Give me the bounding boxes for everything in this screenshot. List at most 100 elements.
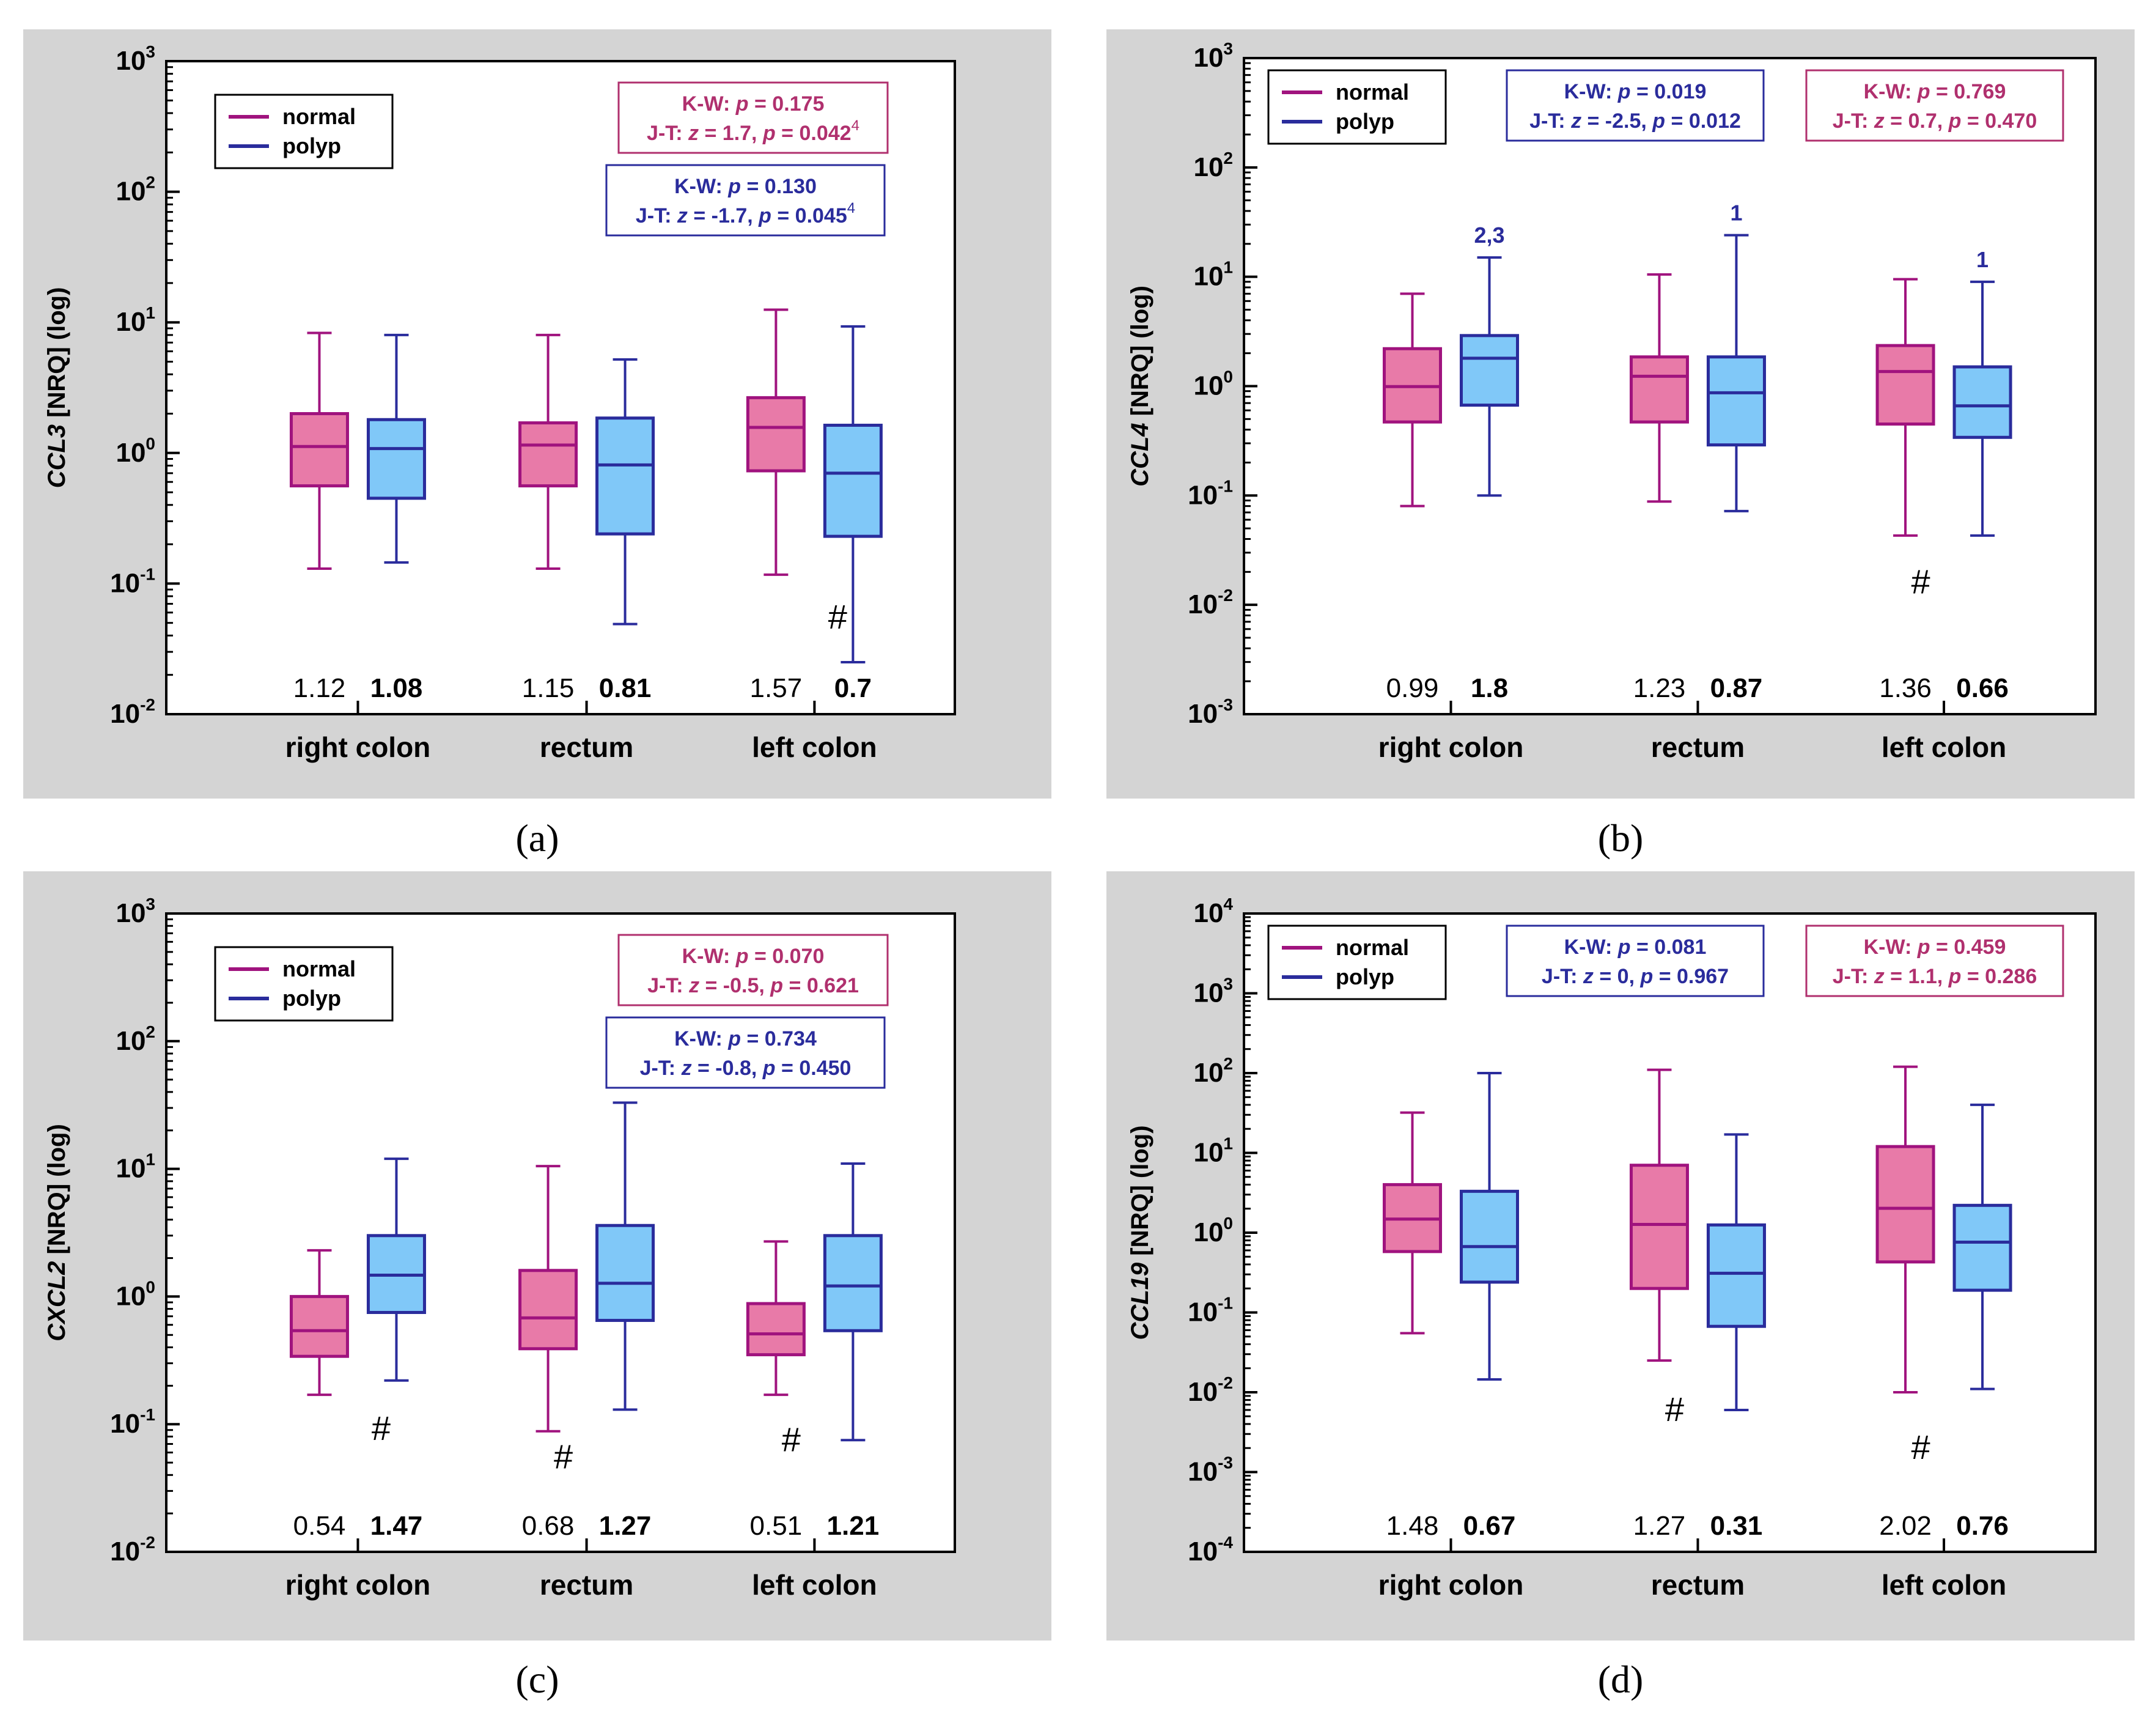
median-label-normal: 0.68 — [522, 1511, 575, 1541]
legend: normal polyp — [1267, 69, 1447, 145]
box-polyp-0 — [1459, 256, 1519, 497]
stat-line-jt: J-T: z = -2.5, p = 0.012 — [1529, 109, 1741, 133]
y-tick-label: 10-1 — [1188, 476, 1233, 510]
stat-line-kw: K-W: p = 0.070 — [682, 945, 825, 968]
box-normal-2 — [1875, 278, 1935, 537]
x-tick-label: rectum — [1651, 1569, 1745, 1601]
stat-box-normal: K-W: p = 0.070 J-T: z = -0.5, p = 0.621 — [617, 934, 889, 1006]
significance-hash: # — [782, 1420, 801, 1458]
box-normal-2 — [746, 308, 806, 576]
median-label-polyp: 1.8 — [1471, 673, 1508, 703]
y-tick-label: 101 — [116, 303, 155, 337]
box-polyp-2 — [823, 1162, 883, 1442]
box-iqr — [1952, 365, 2012, 439]
legend-box — [214, 94, 394, 169]
stat-box-frame — [605, 1016, 886, 1089]
y-tick-label: 103 — [1193, 39, 1233, 73]
legend-label-normal: normal — [1336, 935, 1409, 960]
x-tick-label: right colon — [285, 731, 431, 763]
median-label-normal: 2.02 — [1879, 1511, 1932, 1541]
significance-hash: # — [828, 597, 847, 636]
box-iqr — [823, 1234, 883, 1332]
median-label-normal: 1.57 — [750, 673, 803, 703]
panel-label: (a) — [515, 816, 559, 860]
box-iqr — [1459, 334, 1519, 407]
y-tick-label: 10-1 — [1188, 1294, 1233, 1327]
x-tick-label: right colon — [285, 1569, 431, 1601]
stat-box-normal: K-W: p = 0.459 J-T: z = 1.1, p = 0.286 — [1805, 925, 2064, 997]
y-tick-label: 104 — [1193, 895, 1233, 928]
box-iqr — [746, 1302, 806, 1357]
stat-line-jt: J-T: z = 0.7, p = 0.470 — [1833, 109, 2037, 133]
y-tick-label: 101 — [1193, 1134, 1233, 1168]
median-label-normal: 1.12 — [293, 673, 346, 703]
stat-box-normal: K-W: p = 0.769 J-T: z = 0.7, p = 0.470 — [1805, 69, 2064, 142]
median-label-normal: 1.48 — [1386, 1511, 1439, 1541]
box-iqr — [595, 1224, 655, 1322]
significance-hash: # — [1911, 1428, 1930, 1466]
box-iqr — [746, 396, 806, 473]
median-label-normal: 0.51 — [750, 1511, 803, 1541]
y-tick-label: 10-4 — [1188, 1533, 1233, 1567]
x-tick-label: left colon — [752, 731, 877, 763]
panel-label: (d) — [1598, 1658, 1644, 1701]
box-polyp-1 — [595, 358, 655, 626]
x-tick-label: rectum — [540, 731, 633, 763]
stat-line-jt: J-T: z = 1.1, p = 0.286 — [1833, 965, 2037, 988]
box-normal-1 — [518, 1165, 578, 1433]
median-label-normal: 1.23 — [1633, 673, 1686, 703]
stat-box-frame — [1805, 69, 2064, 142]
box-normal-0 — [1382, 292, 1442, 508]
box-polyp-0 — [366, 1157, 426, 1382]
stat-line-kw: K-W: p = 0.459 — [1864, 936, 2006, 959]
y-tick-label: 103 — [116, 42, 155, 76]
box-iqr — [289, 412, 349, 488]
box-iqr — [289, 1294, 349, 1358]
y-tick-label: 10-2 — [1188, 1373, 1233, 1407]
median-label-polyp: 0.31 — [1710, 1511, 1763, 1541]
legend-label-normal: normal — [282, 104, 356, 129]
panel-c: 10-2 10-1 100 101 102 103 CXCL2 [NRQ] (log) rig… — [23, 871, 1051, 1641]
y-axis-label: CCL4 [NRQ] (log) — [1127, 286, 1153, 487]
box-normal-1 — [1629, 273, 1689, 503]
median-label-polyp: 1.47 — [370, 1511, 423, 1541]
x-tick-label: left colon — [752, 1569, 877, 1601]
box-iqr — [1629, 355, 1689, 424]
legend-label-normal: normal — [1336, 79, 1409, 105]
median-label-polyp: 0.76 — [1956, 1511, 2009, 1541]
box-normal-2 — [1875, 1065, 1935, 1393]
median-label-polyp: 0.81 — [599, 673, 652, 703]
y-axis-label: CCL19 [NRQ] (log) — [1127, 1125, 1153, 1340]
box-iqr — [1459, 1189, 1519, 1284]
y-axis-label: CCL3 [NRQ] (log) — [43, 287, 70, 489]
box-iqr — [595, 416, 655, 536]
box-iqr — [1706, 355, 1766, 447]
stat-line-jt: J-T: z = -0.5, p = 0.621 — [647, 974, 859, 997]
y-tick-label: 100 — [1193, 1214, 1233, 1247]
stat-line-kw: K-W: p = 0.019 — [1564, 80, 1707, 103]
box-normal-1 — [518, 333, 578, 570]
box-iqr — [1952, 1203, 2012, 1292]
y-tick-label: 102 — [116, 1022, 155, 1056]
panel-label: (c) — [515, 1658, 559, 1701]
box-normal-0 — [289, 331, 349, 570]
panel-label: (b) — [1598, 816, 1644, 860]
stat-line-jt: J-T: z = 0, p = 0.967 — [1542, 965, 1729, 988]
x-tick-label: rectum — [540, 1569, 633, 1601]
stat-line-jt: J-T: z = 1.7, p = 0.0424 — [647, 117, 859, 145]
median-label-normal: 0.99 — [1386, 673, 1439, 703]
median-label-polyp: 0.66 — [1956, 673, 2009, 703]
legend-label-normal: normal — [282, 956, 356, 981]
y-axis-label: CXCL2 [NRQ] (log) — [43, 1124, 70, 1342]
y-tick-label: 103 — [1193, 975, 1233, 1008]
y-tick-label: 102 — [1193, 1054, 1233, 1088]
significance-hash: # — [1911, 563, 1930, 601]
significance-hash: # — [1665, 1390, 1684, 1428]
y-tick-label: 100 — [116, 1277, 155, 1311]
y-tick-label: 100 — [116, 434, 155, 468]
legend-box — [214, 946, 394, 1022]
stat-box-frame — [617, 81, 889, 154]
legend: normal polyp — [214, 946, 394, 1022]
